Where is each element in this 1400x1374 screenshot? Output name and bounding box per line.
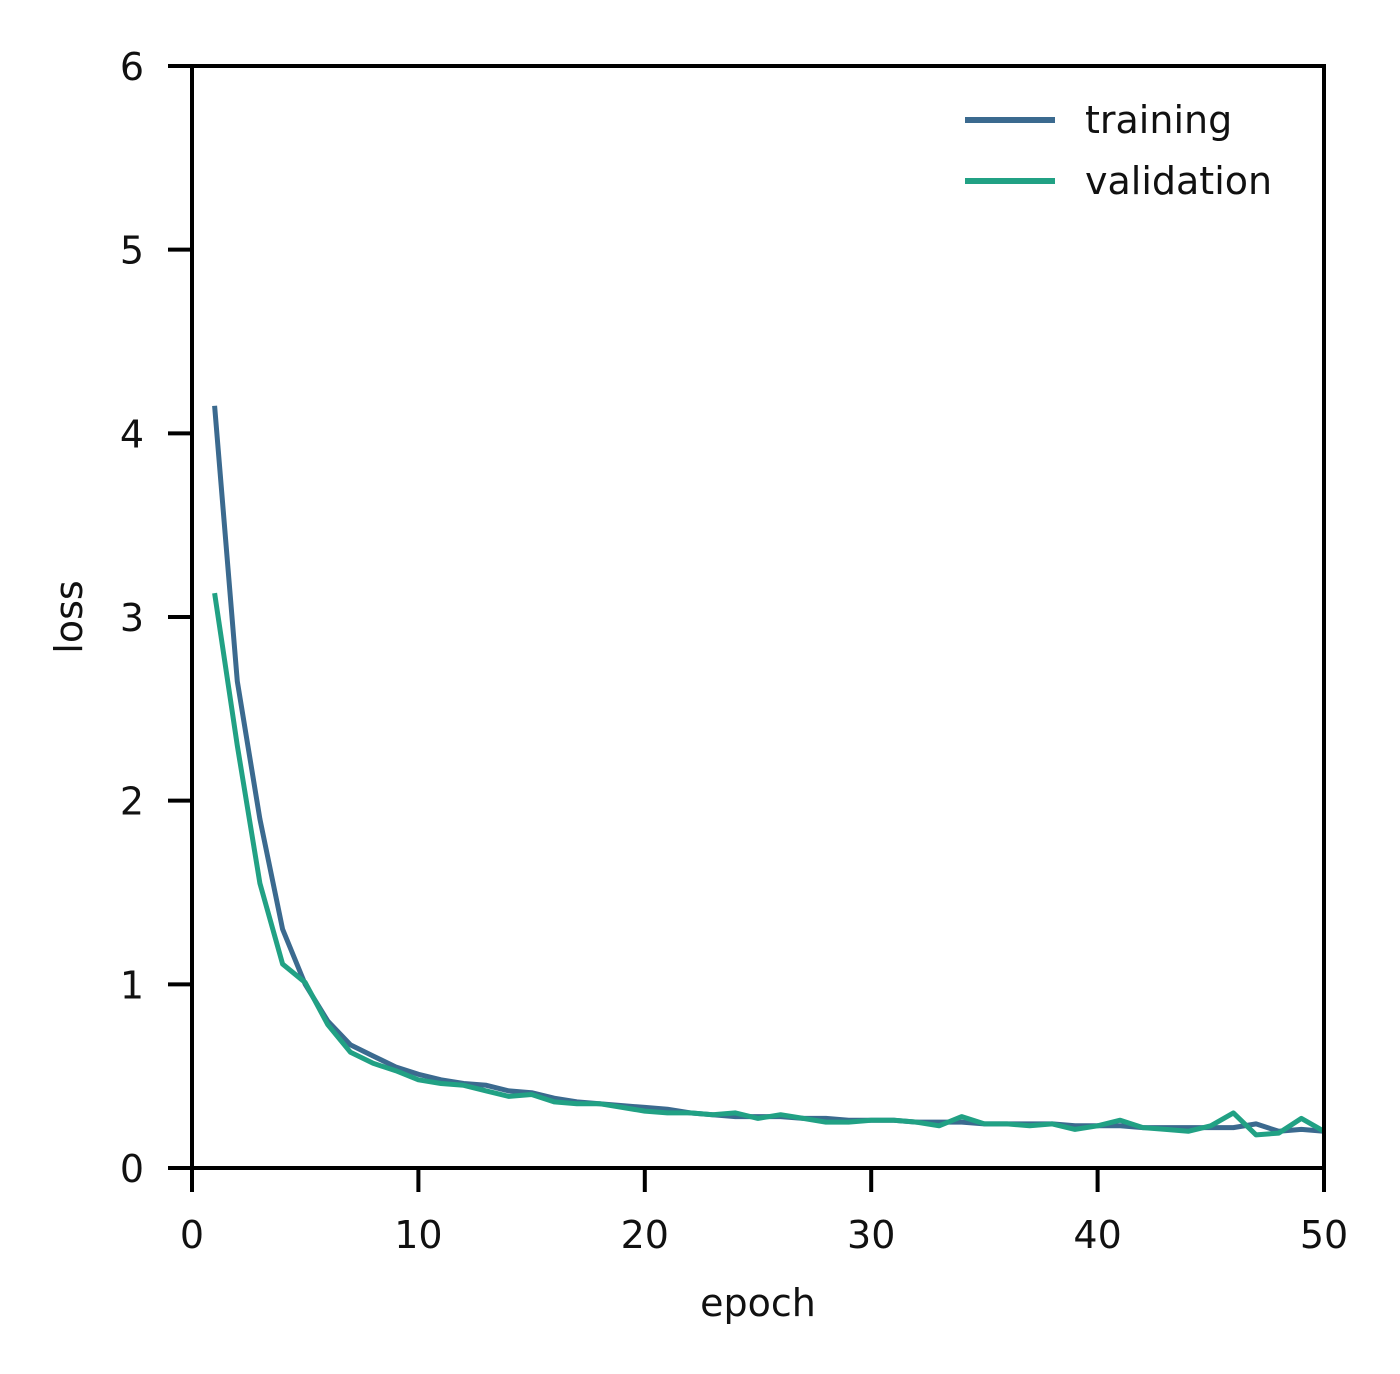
series-line-validation	[212, 592, 1326, 1138]
x-tick-label: 40	[1073, 1213, 1121, 1257]
x-tick-label: 30	[847, 1213, 895, 1257]
y-tick-label: 5	[120, 229, 144, 273]
y-axis-ticks: 0 1 2 3 4 5 6	[120, 45, 192, 1191]
series-layer	[212, 405, 1326, 1138]
x-tick-label: 50	[1300, 1213, 1348, 1257]
legend-label-validation: validation	[1085, 159, 1272, 203]
y-tick-label: 6	[120, 45, 144, 89]
x-axis-label: epoch	[700, 1281, 816, 1325]
x-tick-label: 0	[180, 1213, 204, 1257]
y-tick-label: 0	[120, 1147, 144, 1191]
x-axis-ticks: 0 10 20 30 40 50	[180, 1168, 1348, 1257]
x-tick-label: 10	[394, 1213, 442, 1257]
y-tick-label: 4	[120, 412, 144, 456]
legend: training validation	[965, 98, 1272, 203]
y-tick-label: 3	[120, 596, 144, 640]
plot-frame	[190, 64, 1326, 1170]
x-tick-label: 20	[621, 1213, 669, 1257]
y-tick-label: 1	[120, 963, 144, 1007]
y-tick-label: 2	[120, 780, 144, 824]
legend-label-training: training	[1085, 98, 1232, 142]
series-line-training	[212, 405, 1325, 1134]
y-axis-label: loss	[47, 580, 91, 653]
